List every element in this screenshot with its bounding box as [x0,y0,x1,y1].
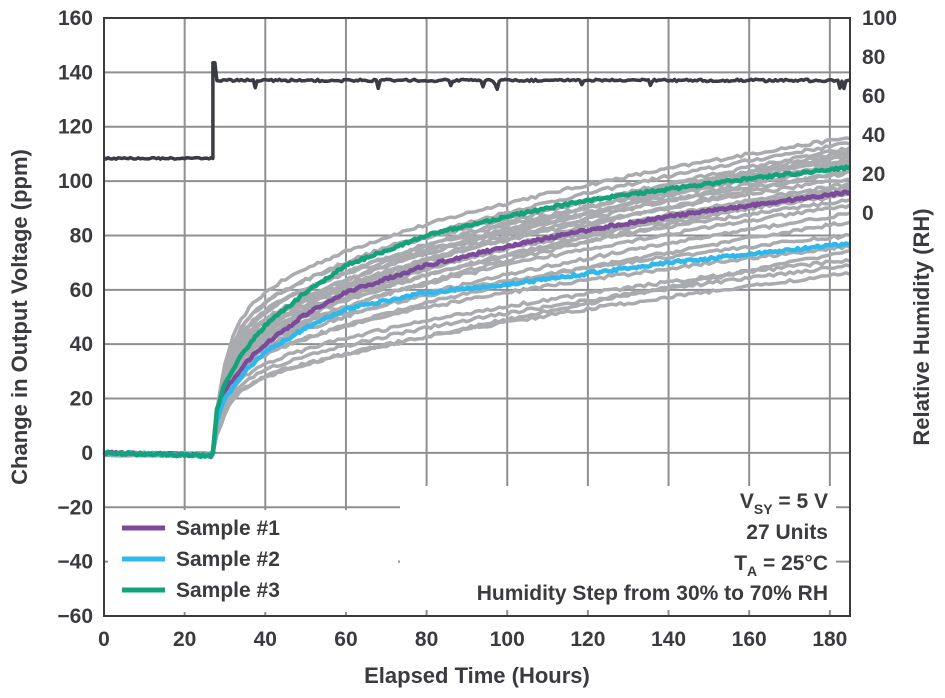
x-tick-label: 120 [570,628,605,651]
x-tick-label: 60 [334,628,357,651]
annotation-background [400,486,836,610]
y-tick-label: −60 [57,605,93,628]
annotation-ta-main: T [734,552,747,575]
legend-label-sample-1: Sample #1 [176,517,280,540]
x-tick-label: 80 [415,628,438,651]
y-tick-label: −20 [57,496,93,519]
x-tick-label: 20 [173,628,196,651]
y2-tick-label: 40 [862,124,885,147]
annotation-ta-sub: A [747,563,757,579]
y-tick-label: 0 [81,442,93,465]
y-tick-label: 140 [58,61,93,84]
y-axis-label: Change in Output Voltage (ppm) [7,149,32,485]
y2-tick-labels: 100 80 60 40 20 0 [862,7,897,225]
y-tick-label: 160 [58,7,93,30]
x-tick-labels: 0 20 40 60 80 100 120 140 160 180 [98,628,847,651]
y2-axis-label: Relative Humidity (RH) [909,208,934,445]
x-axis-label: Elapsed Time (Hours) [364,663,590,688]
y2-tick-label: 80 [862,46,885,69]
y-tick-label: 20 [70,388,93,411]
y-tick-label: −40 [57,551,93,574]
y-tick-label: 80 [70,224,93,247]
annotation-vsy-main: V [740,490,754,513]
legend: Sample #1 Sample #2 Sample #3 [122,517,280,602]
y-tick-label: 40 [70,333,93,356]
sample-series [102,164,851,460]
plot-frame [103,17,851,617]
x-tick-label: 40 [254,628,277,651]
grid [104,18,850,616]
annotation-vsy-sub: SY [754,501,773,517]
series-line-sample-1 [102,189,851,460]
annotation-humidity-step: Humidity Step from 30% to 70% RH [477,582,828,605]
humidity-line [102,61,851,161]
legend-label-sample-2: Sample #2 [176,548,280,571]
x-tick-label: 140 [651,628,686,651]
annotations: VSY = 5 V 27 Units TA = 25°C Humidity St… [477,490,828,605]
series-line-sample-3 [102,164,851,459]
other-unit-line [103,263,851,458]
annotation-units: 27 Units [746,521,828,544]
y2-tick-label: 0 [862,202,874,225]
humidity-series [102,61,851,161]
annotation-ta: TA = 25°C [734,552,828,579]
y-tick-label: 120 [58,116,93,139]
x-tick-label: 100 [490,628,525,651]
annotation-vsy-rest: = 5 V [773,490,828,513]
y-tick-label: 60 [70,279,93,302]
other-unit-line [103,249,851,458]
y-tick-label: 100 [58,170,93,193]
annotation-ta-rest: = 25°C [757,552,828,575]
y2-tick-label: 60 [862,85,885,108]
legend-label-sample-3: Sample #3 [176,579,280,602]
other-unit-line [103,136,851,458]
x-tick-label: 160 [732,628,767,651]
x-tick-label: 180 [812,628,847,651]
annotation-vsy: VSY = 5 V [740,490,828,517]
x-tick-label: 0 [98,628,110,651]
y-tick-labels: 160 140 120 100 80 60 40 20 0 −20 −40 −60 [57,7,93,628]
series-line-sample-2 [102,241,851,459]
y2-tick-label: 100 [862,7,897,30]
y2-tick-label: 20 [862,163,885,186]
